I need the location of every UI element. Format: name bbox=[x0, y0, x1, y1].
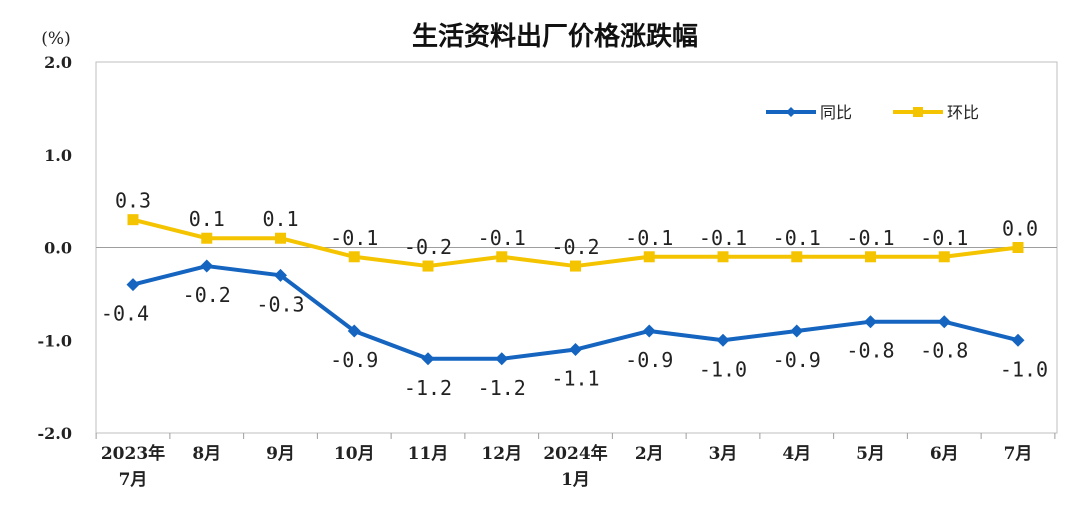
data-point bbox=[422, 260, 434, 272]
x-axis: 2023年 7月 8月 9月 10月 11月 12月 2024年 1月 2月 3月 4月 5月 6月 7月 bbox=[95, 433, 1056, 490]
x-tick-label: 7月 bbox=[1004, 444, 1033, 464]
data-point bbox=[569, 343, 582, 357]
y-unit-label: (%) bbox=[41, 29, 70, 49]
data-label: -0.1 bbox=[625, 226, 673, 250]
data-label: -0.2 bbox=[183, 283, 231, 307]
data-label: -0.9 bbox=[625, 348, 673, 372]
data-label: -0.2 bbox=[551, 235, 599, 259]
data-label: -0.3 bbox=[256, 292, 304, 316]
data-label: 0.0 bbox=[1002, 217, 1038, 241]
data-point bbox=[791, 251, 803, 263]
data-label: 0.3 bbox=[115, 189, 151, 213]
x-tick-label: 6月 bbox=[930, 444, 959, 464]
data-label: -0.1 bbox=[330, 226, 378, 250]
x-tick-label: 2023年 bbox=[101, 443, 165, 464]
x-tick-label: 1月 bbox=[561, 470, 590, 490]
data-label: 0.1 bbox=[189, 207, 225, 231]
data-point bbox=[790, 324, 804, 338]
data-label: -0.8 bbox=[846, 339, 894, 363]
data-point bbox=[126, 278, 140, 292]
data-label: 0.1 bbox=[262, 207, 298, 231]
legend-marker bbox=[786, 107, 796, 117]
legend: 同比 环比 bbox=[766, 103, 979, 122]
x-tick-label: 4月 bbox=[782, 444, 811, 464]
chart-title: 生活资料出厂价格涨跌幅 bbox=[412, 21, 698, 52]
data-label: -0.9 bbox=[773, 348, 821, 372]
data-point bbox=[495, 352, 509, 366]
y-axis: 2.0 1.0 0.0 -1.0 -2.0 bbox=[38, 53, 72, 443]
data-label: -0.1 bbox=[699, 226, 747, 250]
data-label: -0.1 bbox=[846, 226, 894, 250]
data-point bbox=[127, 214, 139, 226]
data-label: -1.1 bbox=[551, 367, 599, 391]
x-tick-label: 2024年 bbox=[543, 443, 607, 464]
data-point bbox=[643, 251, 655, 263]
y-tick-label: 1.0 bbox=[44, 146, 72, 165]
data-point bbox=[1012, 242, 1024, 253]
legend-item: 同比 bbox=[766, 103, 852, 122]
data-point bbox=[642, 324, 656, 338]
legend-marker bbox=[913, 107, 923, 117]
data-point bbox=[496, 251, 508, 263]
legend-label: 同比 bbox=[820, 103, 852, 122]
data-point bbox=[275, 232, 286, 244]
y-tick-label: -2.0 bbox=[38, 424, 72, 443]
series-yoy: -0.4 -0.2 -0.3 -0.9 -1.2 -1.2 -1.1 -0.9 -1.0 -0.9… bbox=[101, 259, 1048, 400]
data-point bbox=[570, 260, 581, 272]
x-tick-label: 12月 bbox=[481, 444, 522, 464]
data-label: -1.0 bbox=[1000, 357, 1048, 381]
y-tick-label: -1.0 bbox=[38, 331, 72, 350]
x-tick-label: 7月 bbox=[119, 470, 148, 490]
data-point bbox=[1011, 333, 1025, 347]
data-label: -0.1 bbox=[478, 226, 526, 250]
x-tick-label: 11月 bbox=[408, 444, 449, 464]
x-tick-label: 2月 bbox=[635, 444, 664, 464]
data-label: -0.1 bbox=[773, 226, 821, 250]
data-point bbox=[937, 315, 951, 329]
legend-item: 环比 bbox=[893, 103, 979, 122]
series-mom: 0.3 0.1 0.1 -0.1 -0.2 -0.1 -0.2 -0.1 -0.1 -0.1 -0.… bbox=[115, 189, 1038, 272]
data-point bbox=[200, 259, 214, 273]
y-tick-label: 2.0 bbox=[44, 53, 72, 72]
data-label: -0.2 bbox=[404, 235, 452, 259]
series-layer: -0.4 -0.2 -0.3 -0.9 -1.2 -1.2 -1.1 -0.9 -1.0 -0.9… bbox=[101, 189, 1048, 400]
data-label: -1.0 bbox=[699, 357, 747, 381]
data-point bbox=[274, 268, 287, 282]
data-label: -1.2 bbox=[478, 376, 526, 400]
x-tick-label: 8月 bbox=[192, 444, 221, 464]
data-point bbox=[348, 251, 360, 263]
x-tick-label: 10月 bbox=[334, 444, 375, 464]
data-label: -0.4 bbox=[101, 302, 149, 326]
data-point bbox=[865, 251, 876, 263]
data-label: -0.8 bbox=[920, 339, 968, 363]
legend-label: 环比 bbox=[947, 103, 979, 122]
data-point bbox=[421, 352, 435, 366]
x-tick-label: 9月 bbox=[266, 444, 295, 464]
data-point bbox=[347, 324, 361, 338]
data-label: -1.2 bbox=[404, 376, 452, 400]
x-tick-label: 5月 bbox=[856, 444, 885, 464]
data-point bbox=[864, 315, 877, 329]
data-point bbox=[717, 251, 729, 263]
data-point bbox=[716, 333, 730, 347]
y-tick-label: 0.0 bbox=[44, 239, 72, 258]
data-label: -0.1 bbox=[920, 226, 968, 250]
x-tick-label: 3月 bbox=[709, 444, 738, 464]
data-point bbox=[938, 251, 950, 263]
data-label: -0.9 bbox=[330, 348, 378, 372]
data-point bbox=[201, 232, 213, 244]
